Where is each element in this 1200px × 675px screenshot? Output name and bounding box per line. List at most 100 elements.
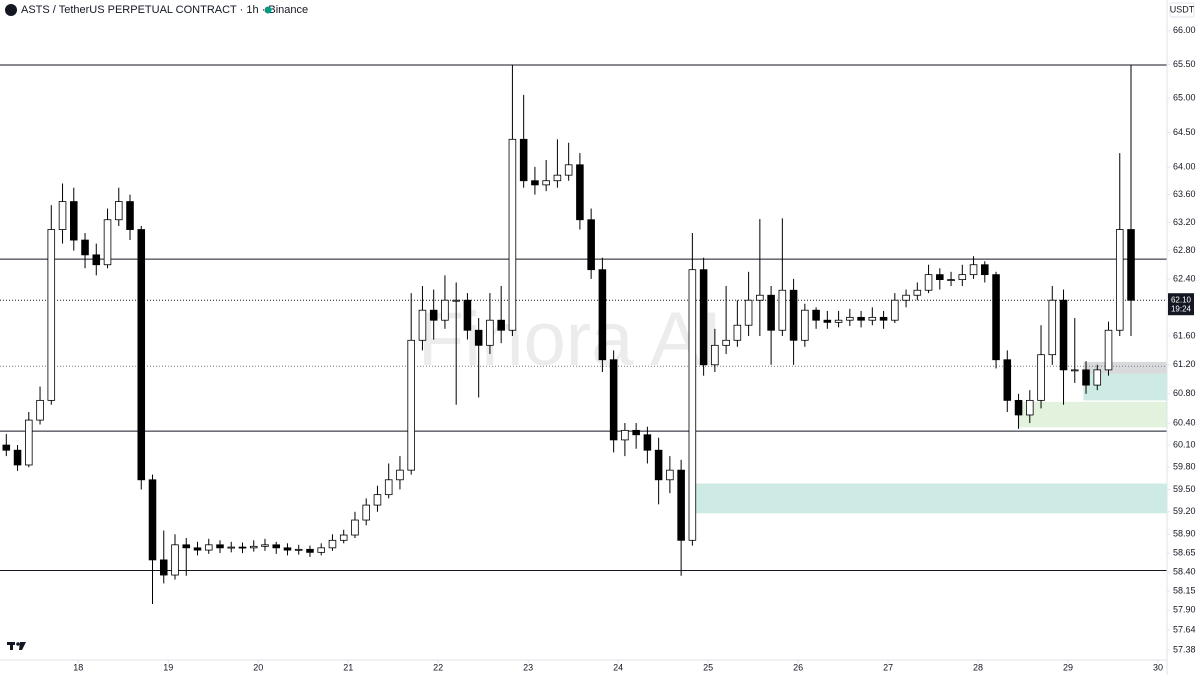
y-tick-label: 59.20	[1173, 506, 1196, 516]
zone	[1017, 401, 1167, 428]
candle-body	[699, 269, 708, 366]
candle-body	[306, 548, 314, 553]
candle-body	[666, 469, 674, 481]
candle-body	[789, 289, 798, 341]
candle-body	[677, 469, 685, 541]
candle-body	[846, 316, 854, 321]
candle-body	[969, 264, 978, 276]
candle-body	[733, 324, 742, 341]
plot-area	[0, 64, 1167, 604]
candle-body	[1037, 354, 1045, 401]
candle-body	[317, 547, 325, 553]
candle-body	[204, 544, 213, 551]
candle-body	[598, 269, 607, 361]
candle-body	[767, 294, 775, 331]
y-tick-label: 64.00	[1173, 161, 1196, 171]
candle-body	[114, 201, 123, 221]
candle-body	[868, 316, 877, 321]
candle-body	[1026, 399, 1034, 416]
x-tick-label: 30	[1153, 662, 1163, 672]
candle-body	[13, 449, 22, 466]
watermark: Finora AI	[418, 297, 722, 382]
candle-body	[553, 174, 562, 182]
candle-body	[193, 547, 202, 551]
candle-body	[328, 539, 337, 549]
candle-body	[463, 299, 472, 331]
currency-box	[1169, 2, 1195, 18]
candle-body	[834, 319, 843, 323]
candle-body	[249, 545, 258, 549]
candle-body	[992, 274, 1000, 361]
candle-body	[1115, 229, 1124, 331]
candle-body	[148, 479, 157, 561]
y-tick-label: 57.38	[1173, 644, 1196, 654]
candle-body	[227, 546, 236, 549]
price-tag-label: 62.10	[1171, 295, 1192, 304]
candle-body	[542, 180, 550, 186]
candle-body	[902, 294, 910, 301]
candle-body	[126, 201, 134, 230]
candle-body	[1003, 359, 1012, 401]
y-tick-label: 61.20	[1173, 359, 1196, 369]
candle-body	[407, 339, 415, 471]
candle-body	[384, 479, 393, 496]
candle-body	[744, 299, 753, 326]
candle-body	[25, 419, 33, 466]
y-tick-label: 57.90	[1173, 604, 1196, 614]
tradingview-logo	[7, 642, 26, 650]
zone	[692, 483, 1167, 514]
candle-body	[688, 269, 697, 541]
candle-body	[137, 229, 146, 481]
candle-body	[36, 399, 44, 421]
x-tick-label: 19	[163, 662, 173, 672]
candle-body	[913, 289, 922, 296]
y-tick-label: 60.40	[1173, 417, 1196, 427]
x-tick-label: 22	[433, 662, 443, 672]
candle-body	[1014, 399, 1023, 416]
candle-body	[238, 546, 247, 549]
candle-body	[373, 494, 382, 506]
y-tick-label: 63.60	[1173, 189, 1196, 199]
candle-body	[778, 289, 787, 331]
currency-label: USDT	[1170, 4, 1195, 14]
x-tick-label: 29	[1063, 662, 1073, 672]
candle-body	[531, 180, 539, 186]
candle-body	[891, 299, 899, 321]
candle-body	[1082, 369, 1090, 386]
candle-body	[1104, 329, 1113, 371]
y-tick-label: 66.00	[1173, 25, 1196, 35]
candle-body	[576, 164, 584, 221]
candle-body	[396, 469, 404, 481]
candle-body	[474, 329, 483, 346]
y-tick-label: 65.50	[1173, 59, 1196, 69]
candle-body	[756, 294, 764, 301]
x-tick-label: 20	[253, 662, 263, 672]
candle-body	[486, 319, 494, 346]
x-tick-label: 26	[793, 662, 803, 672]
x-tick-label: 27	[883, 662, 893, 672]
y-tick-label: 59.50	[1173, 484, 1196, 494]
candle-body	[609, 359, 618, 441]
candle-body	[643, 434, 652, 451]
countdown-label: 19:24	[1171, 304, 1192, 313]
y-tick-label: 62.40	[1173, 273, 1196, 283]
candle-body	[519, 138, 528, 182]
y-tick-label: 58.15	[1173, 585, 1196, 595]
candle-body	[418, 309, 427, 341]
candle-body	[351, 519, 359, 536]
y-tick-label: 58.65	[1173, 547, 1196, 557]
candle-body	[1048, 299, 1057, 356]
candle-body	[801, 309, 809, 341]
candle-body	[1059, 299, 1068, 371]
candle-body	[508, 138, 517, 331]
zone	[1083, 361, 1167, 374]
candle-body	[1070, 369, 1079, 372]
y-tick-label: 57.64	[1173, 624, 1196, 634]
x-tick-label: 28	[973, 662, 983, 672]
y-tick-label: 65.00	[1173, 93, 1196, 103]
candle-body	[171, 544, 179, 576]
candle-body	[947, 279, 955, 282]
candle-body	[92, 254, 101, 266]
candle-body	[261, 544, 269, 547]
candle-body	[722, 339, 730, 346]
